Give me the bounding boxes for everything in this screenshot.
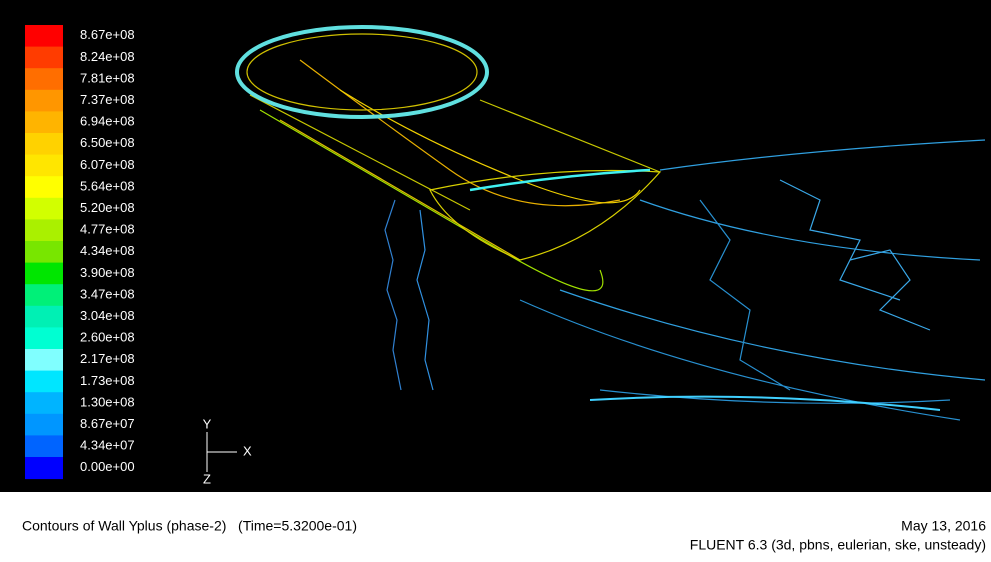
colorbar-label: 2.17e+08 bbox=[80, 351, 135, 366]
color-swatch bbox=[25, 371, 63, 393]
color-swatch bbox=[25, 241, 63, 263]
colorbar-label: 3.04e+08 bbox=[80, 308, 135, 323]
colorbar-label: 8.24e+08 bbox=[80, 49, 135, 64]
plot-title: Contours of Wall Yplus (phase-2) (Time=5… bbox=[22, 518, 357, 534]
colorbar-label: 3.90e+08 bbox=[80, 265, 135, 280]
color-swatch bbox=[25, 90, 63, 112]
colorbar-label: 5.20e+08 bbox=[80, 200, 135, 215]
color-swatch bbox=[25, 263, 63, 285]
color-swatch bbox=[25, 327, 63, 349]
color-swatch bbox=[25, 155, 63, 177]
color-swatch bbox=[25, 392, 63, 414]
software-info: FLUENT 6.3 (3d, pbns, eulerian, ske, uns… bbox=[690, 537, 986, 553]
screen: 8.67e+08 8.24e+08 7.81e+08 7.37e+08 6.94e+08… bbox=[0, 0, 991, 557]
date: May 13, 2016 bbox=[901, 518, 986, 534]
colorbar-label: 6.07e+08 bbox=[80, 157, 135, 172]
color-swatch bbox=[25, 133, 63, 155]
colorbar-label: 8.67e+08 bbox=[80, 27, 135, 42]
colorbar-label: 1.30e+08 bbox=[80, 394, 135, 409]
colorbar-label: 2.60e+08 bbox=[80, 330, 135, 345]
axis-label: X bbox=[243, 443, 252, 458]
color-swatch bbox=[25, 219, 63, 241]
colorbar-label: 6.94e+08 bbox=[80, 114, 135, 129]
colorbar-label: 5.64e+08 bbox=[80, 178, 135, 193]
colorbar-label: 7.37e+08 bbox=[80, 92, 135, 107]
color-swatch bbox=[25, 176, 63, 198]
page: 8.67e+08 8.24e+08 7.81e+08 7.37e+08 6.94e+08… bbox=[0, 0, 991, 557]
colorbar-label: 4.34e+08 bbox=[80, 243, 135, 258]
colorbar-label: 7.81e+08 bbox=[80, 70, 135, 85]
colorbar-label: 8.67e+07 bbox=[80, 416, 135, 431]
color-swatch bbox=[25, 198, 63, 220]
colorbar-label: 6.50e+08 bbox=[80, 135, 135, 150]
color-swatch bbox=[25, 306, 63, 328]
axis-label: Z bbox=[203, 471, 211, 486]
color-swatch bbox=[25, 111, 63, 133]
color-swatch bbox=[25, 25, 63, 47]
color-swatch bbox=[25, 47, 63, 69]
colorbar-label: 1.73e+08 bbox=[80, 373, 135, 388]
colorbar-label: 0.00e+00 bbox=[80, 459, 135, 474]
colorbar-label: 4.34e+07 bbox=[80, 438, 135, 453]
color-swatch bbox=[25, 435, 63, 457]
color-swatch bbox=[25, 457, 63, 479]
axis-label: Y bbox=[203, 416, 212, 431]
colorbar-label: 4.77e+08 bbox=[80, 222, 135, 237]
colorbar-label: 3.47e+08 bbox=[80, 286, 135, 301]
color-swatch bbox=[25, 349, 63, 371]
color-swatch bbox=[25, 284, 63, 306]
color-swatch bbox=[25, 414, 63, 436]
color-swatch bbox=[25, 68, 63, 90]
